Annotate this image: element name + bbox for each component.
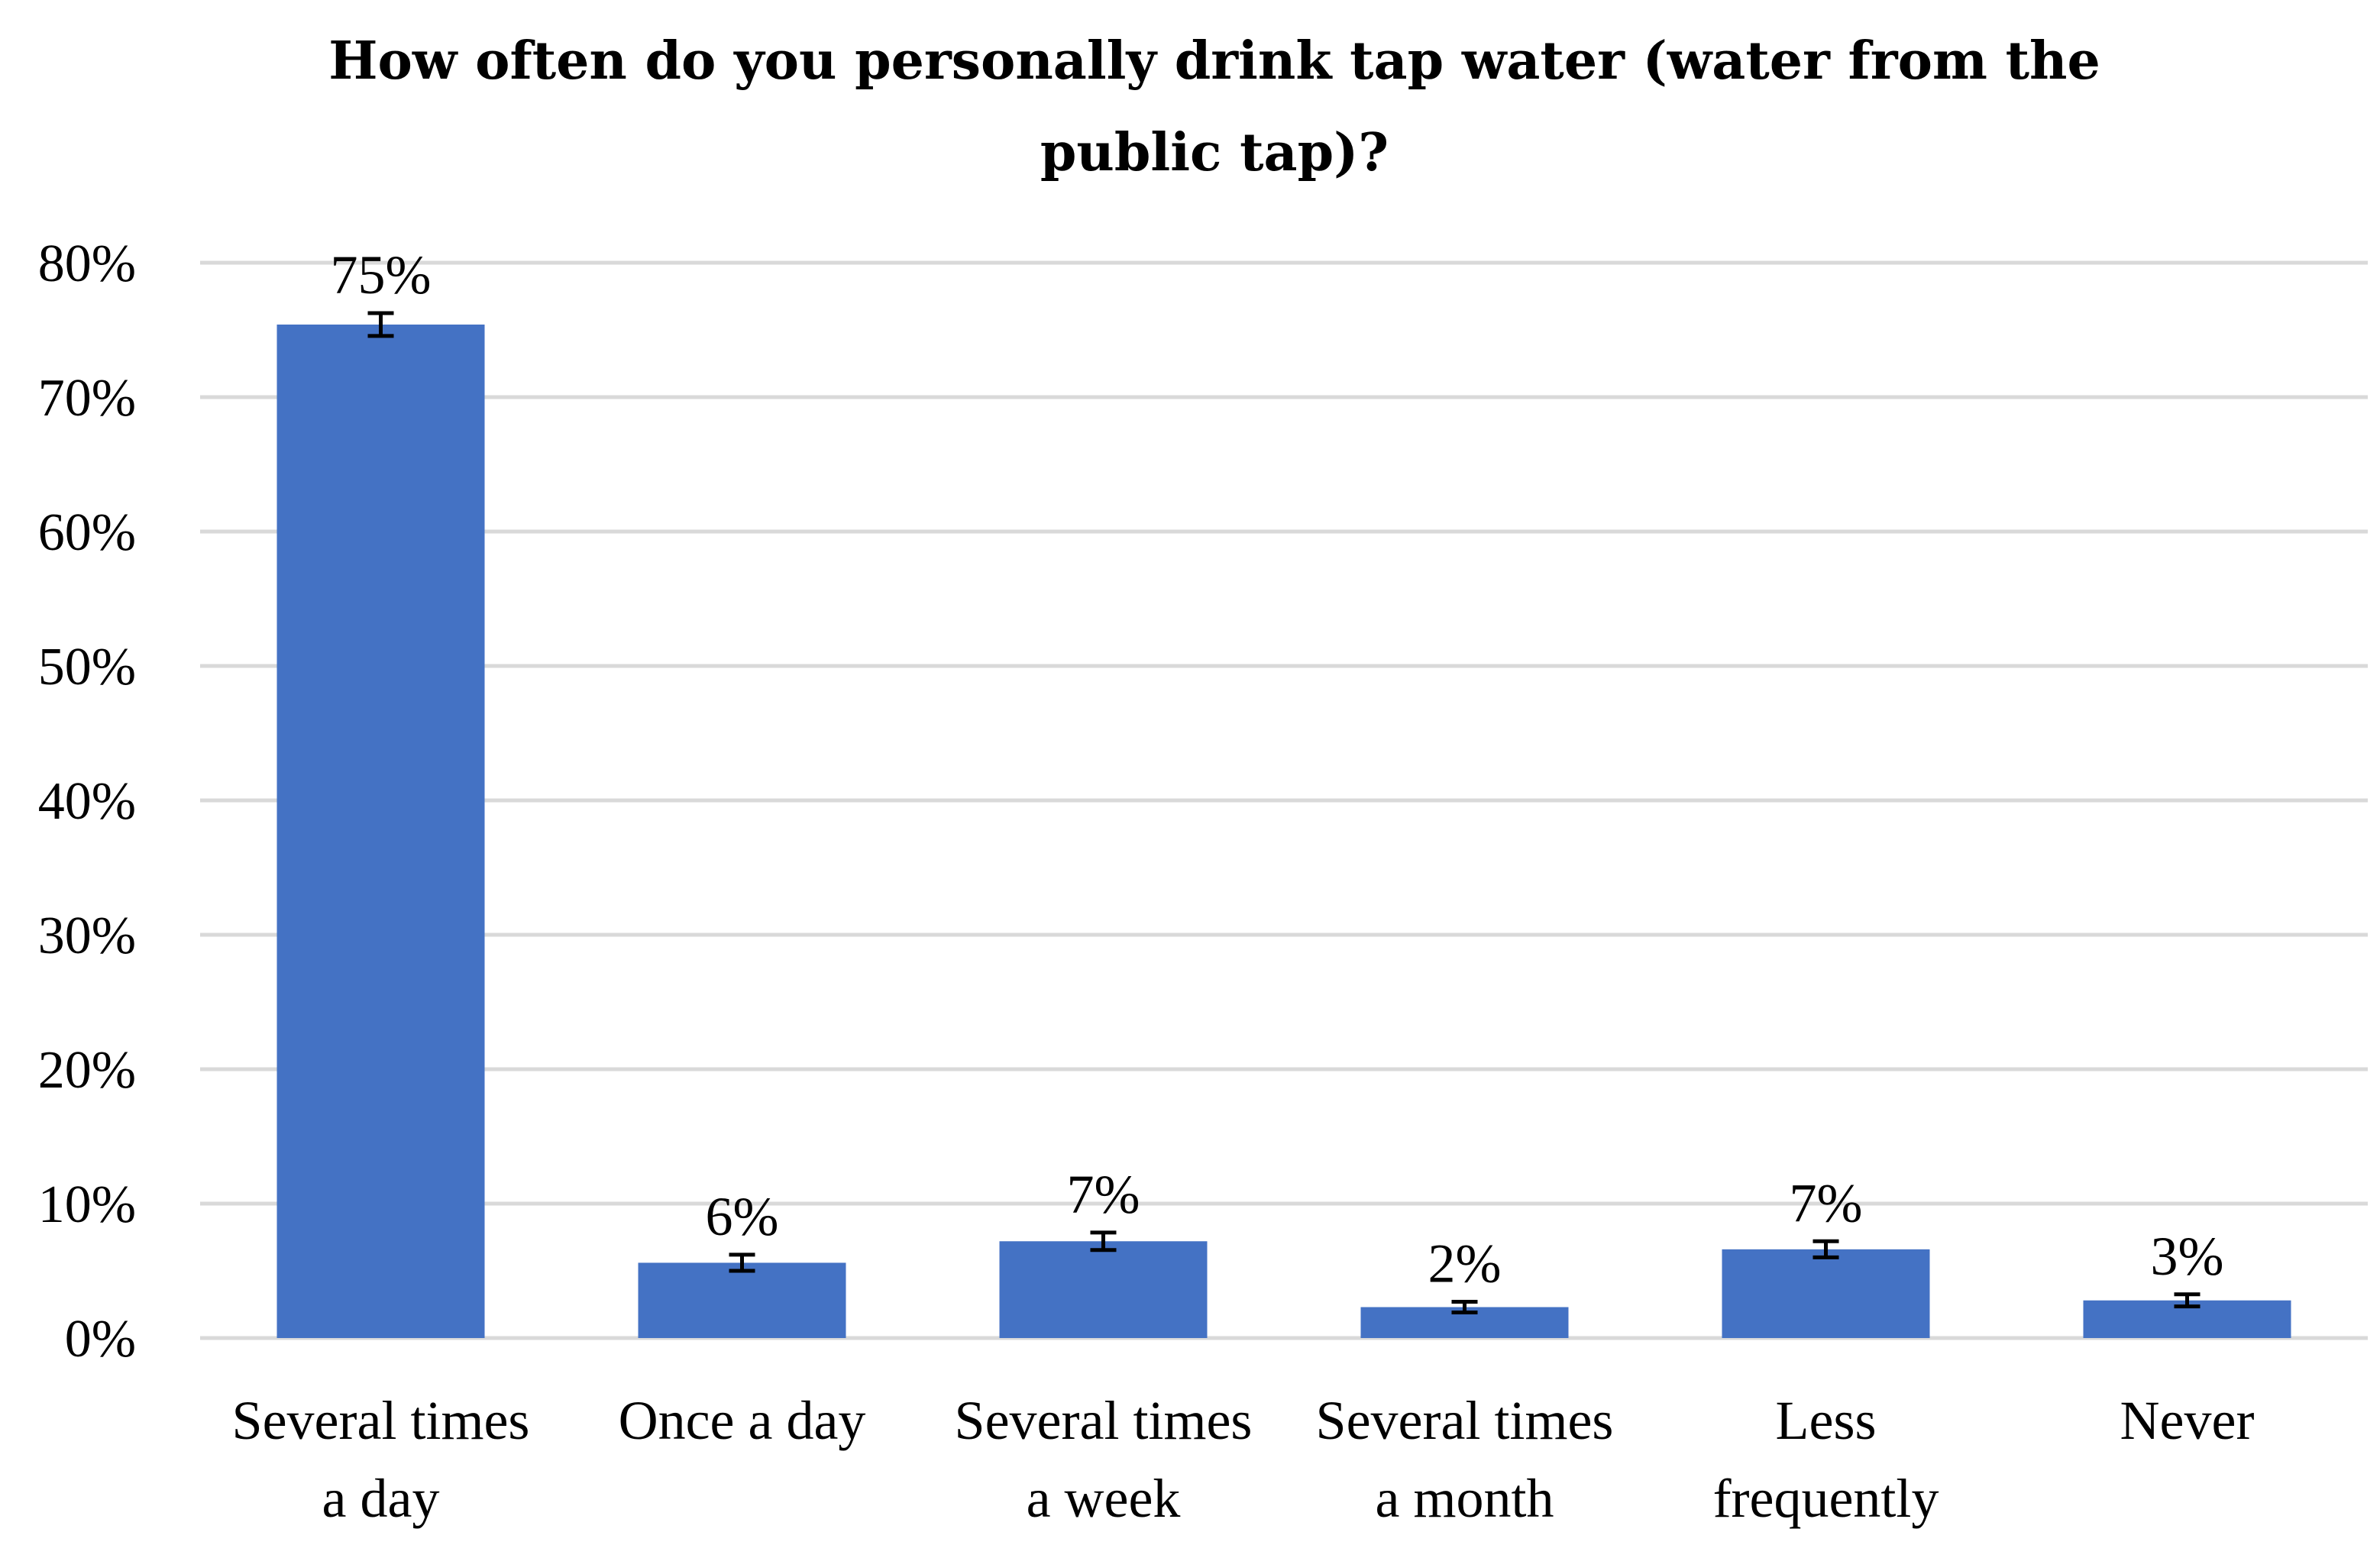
y-axis-ticks: 0% 10% 20% 30% 40% 50% 60% 70% 80% bbox=[38, 234, 136, 1369]
data-labels: 75% 6% 7% 2% 7% 3% bbox=[331, 244, 2224, 1294]
data-label: 6% bbox=[706, 1186, 779, 1247]
bar bbox=[999, 1241, 1208, 1338]
y-tick-label: 10% bbox=[38, 1175, 136, 1234]
error-bar bbox=[367, 311, 394, 338]
category-label: a day bbox=[322, 1468, 440, 1529]
y-tick-label: 20% bbox=[38, 1041, 136, 1100]
data-label: 2% bbox=[1428, 1233, 1502, 1294]
error-bar bbox=[2174, 1292, 2201, 1309]
y-tick-label: 60% bbox=[38, 503, 136, 562]
gridlines bbox=[200, 260, 2368, 1340]
data-label: 75% bbox=[331, 244, 432, 305]
data-label: 7% bbox=[1067, 1164, 1140, 1225]
y-tick-label: 0% bbox=[65, 1310, 136, 1369]
y-tick-label: 70% bbox=[38, 369, 136, 428]
category-label: frequently bbox=[1713, 1468, 1939, 1529]
y-tick-label: 80% bbox=[38, 234, 136, 293]
data-label: 7% bbox=[1790, 1172, 1863, 1233]
chart-title-line-2: public tap)? bbox=[1040, 122, 1389, 183]
bars bbox=[276, 324, 2291, 1339]
y-tick-label: 30% bbox=[38, 907, 136, 965]
error-bar bbox=[729, 1252, 755, 1273]
error-bar bbox=[1812, 1239, 1839, 1259]
y-tick-label: 40% bbox=[38, 772, 136, 831]
error-bar bbox=[1451, 1299, 1478, 1315]
category-label: Several times bbox=[1316, 1390, 1614, 1451]
category-label: Less bbox=[1776, 1390, 1877, 1451]
bar bbox=[1722, 1249, 1930, 1338]
bar bbox=[638, 1262, 846, 1338]
category-label: Several times bbox=[955, 1390, 1253, 1451]
error-bar bbox=[1090, 1230, 1117, 1252]
error-bars bbox=[367, 311, 2201, 1315]
category-label: a week bbox=[1027, 1468, 1181, 1529]
category-label: Several times bbox=[232, 1390, 530, 1451]
x-axis-categories: Several times a day Once a day Several time… bbox=[232, 1390, 2255, 1529]
category-label: Once a day bbox=[619, 1390, 866, 1451]
y-tick-label: 50% bbox=[38, 638, 136, 697]
chart-title-line-1: How often do you personally drink tap wa… bbox=[328, 31, 2100, 92]
category-label: a month bbox=[1376, 1468, 1554, 1529]
chart-title: How often do you personally drink tap wa… bbox=[153, 15, 2276, 199]
data-label: 3% bbox=[2151, 1226, 2224, 1287]
category-label: Never bbox=[2120, 1390, 2255, 1451]
bar bbox=[276, 324, 485, 1339]
